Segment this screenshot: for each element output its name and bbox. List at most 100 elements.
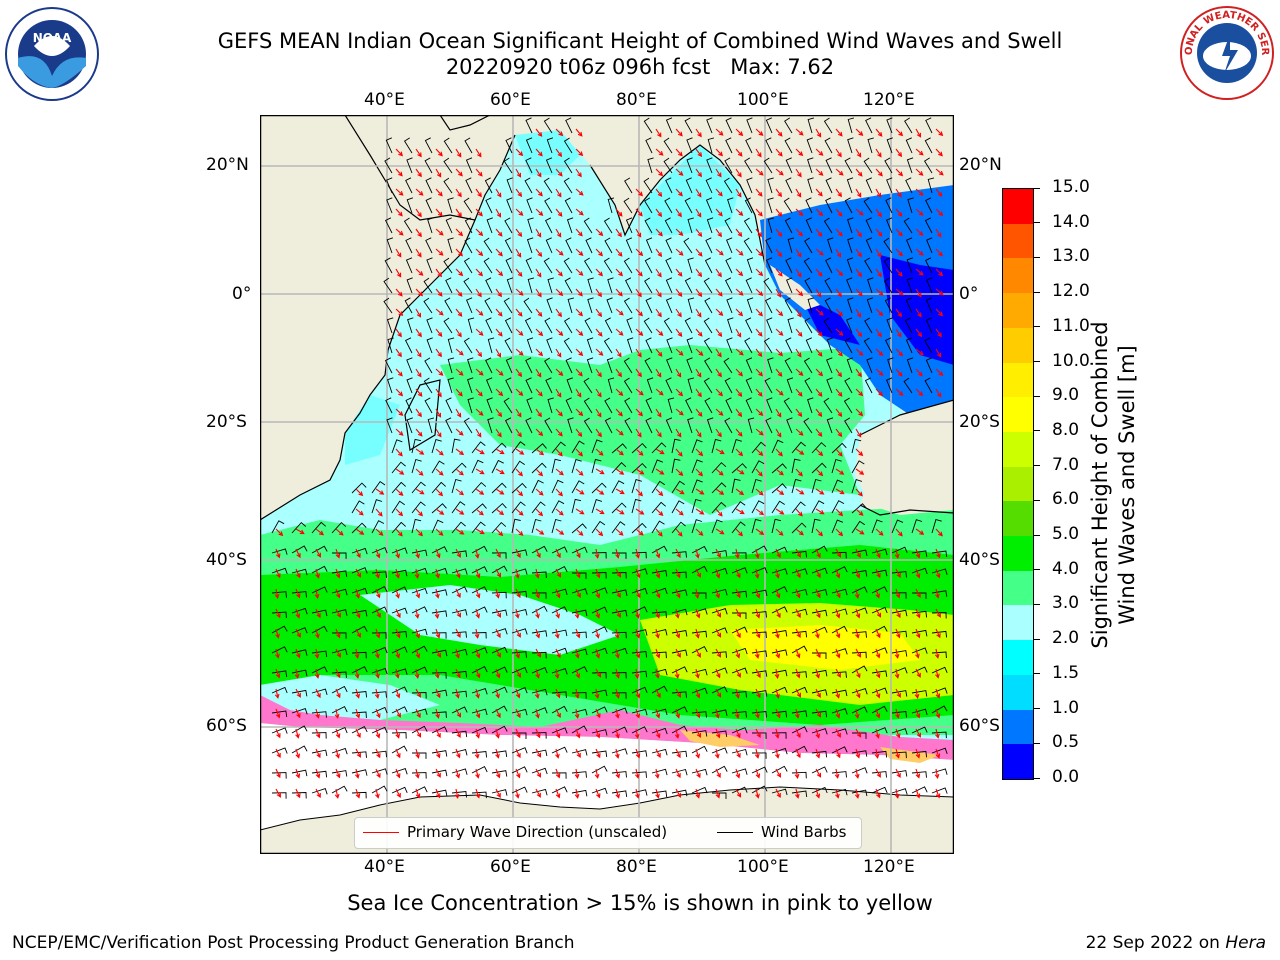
wind-barb	[623, 257, 633, 274]
lat-tick-right-0: 0°	[959, 284, 979, 304]
wave-direction-arrow	[935, 668, 940, 679]
wave-direction-arrow	[435, 248, 444, 256]
colorbar-tick-mark	[1034, 187, 1040, 189]
wind-barb	[623, 297, 633, 314]
map-legend: Primary Wave Direction (unscaled) Wind B…	[354, 817, 862, 849]
wave-direction-arrow	[655, 588, 661, 599]
wind-barb	[823, 397, 833, 414]
wave-direction-arrow	[715, 648, 721, 658]
colorbar-label-line2: Wind Waves and Swell [m]	[1115, 345, 1139, 625]
wave-direction-arrow	[634, 768, 640, 779]
wave-direction-arrow	[395, 468, 405, 475]
wave-direction-arrow	[815, 568, 821, 579]
wave-direction-arrow	[795, 388, 803, 397]
wave-direction-arrow	[455, 428, 464, 436]
wind-barb	[484, 297, 493, 314]
wave-direction-arrow	[515, 308, 523, 317]
wave-direction-arrow	[574, 608, 580, 619]
wave-direction-arrow	[615, 228, 622, 238]
wave-direction-arrow	[695, 688, 701, 699]
wind-barb	[571, 523, 587, 534]
wind-barb	[485, 317, 493, 334]
wind-barb	[746, 297, 754, 314]
wave-direction-arrow	[755, 788, 760, 799]
colorbar-tick-mark	[1034, 569, 1040, 571]
wave-direction-arrow	[895, 628, 901, 639]
wave-direction-arrow	[474, 748, 480, 759]
wave-direction-arrow	[675, 488, 685, 495]
wave-direction-arrow	[754, 748, 760, 759]
wind-barb	[791, 745, 808, 754]
colorbar-tick-label: 1.5	[1052, 662, 1080, 683]
wave-direction-arrow	[735, 228, 743, 238]
wind-barb	[583, 217, 593, 234]
wind-barb	[671, 789, 688, 797]
wind-barb	[691, 439, 703, 454]
land-australia	[855, 400, 954, 515]
wind-barb	[651, 520, 665, 534]
wave-direction-arrow	[615, 288, 623, 297]
wind-barb	[651, 727, 668, 735]
wave-direction-arrow	[355, 708, 361, 719]
wave-direction-arrow	[775, 548, 781, 558]
wave-direction-arrow	[855, 528, 865, 535]
wind-barb	[611, 462, 627, 474]
wave-direction-arrow	[855, 248, 862, 258]
lon-tick-top-100e: 100°E	[737, 90, 789, 110]
wave-direction-arrow	[434, 668, 440, 679]
wave-direction-arrow	[395, 268, 402, 278]
wind-barb	[386, 177, 393, 194]
wind-barb	[546, 297, 553, 314]
wind-barb	[671, 589, 688, 596]
wave-direction-arrow	[935, 148, 943, 157]
wind-barb	[911, 519, 923, 534]
wave-direction-arrow	[675, 708, 681, 719]
wave-direction-arrow	[515, 328, 524, 336]
wave-direction-arrow	[875, 388, 884, 397]
wind-barb	[745, 397, 753, 414]
wind-barb	[731, 727, 748, 734]
wave-direction-arrow	[675, 288, 683, 298]
wave-direction-arrow	[395, 148, 403, 157]
wave-direction-arrow	[695, 328, 703, 337]
wind-barb	[691, 645, 708, 654]
wave-direction-arrow	[635, 348, 642, 358]
chart-subtitle: 20220920 t06z 096h fcst Max: 7.62	[445, 55, 835, 79]
wave-direction-arrow	[515, 468, 523, 477]
colorbar-tick-mark	[1034, 326, 1040, 328]
wind-barb	[371, 606, 388, 614]
wave-direction-arrow	[435, 368, 444, 376]
wave-direction-arrow	[735, 788, 742, 798]
wave-direction-arrow	[455, 548, 461, 558]
wave-direction-arrow	[854, 708, 860, 719]
wave-direction-arrow	[815, 208, 824, 217]
wave-direction-arrow	[875, 348, 884, 356]
wind-barb	[871, 771, 887, 778]
wave-direction-arrow	[574, 688, 580, 699]
wave-direction-arrow	[855, 548, 861, 559]
wind-barb	[451, 586, 468, 594]
wind-barb	[687, 377, 695, 394]
wave-direction-arrow	[935, 208, 944, 217]
wave-direction-arrow	[775, 328, 784, 336]
wave-direction-arrow	[415, 448, 425, 455]
wind-barb	[383, 297, 393, 314]
wind-barb	[544, 357, 553, 374]
wave-direction-arrow	[895, 248, 903, 257]
wind-barb	[431, 750, 448, 757]
wave-direction-arrow	[635, 788, 640, 799]
wave-direction-arrow	[574, 788, 580, 799]
wave-direction-arrow	[835, 488, 845, 495]
colorbar-tick-label: 9.0	[1052, 385, 1080, 406]
wave-direction-arrow	[295, 708, 301, 719]
wind-barb	[291, 545, 308, 554]
wind-barb	[423, 377, 433, 394]
wind-barb	[631, 522, 647, 534]
wind-barb	[571, 498, 582, 514]
wind-barb	[926, 277, 933, 294]
wave-direction-arrow	[375, 568, 380, 579]
wave-direction-arrow	[755, 128, 764, 136]
wind-barb	[732, 612, 747, 619]
wave-direction-arrow	[535, 128, 543, 137]
wind-barb	[811, 766, 828, 774]
